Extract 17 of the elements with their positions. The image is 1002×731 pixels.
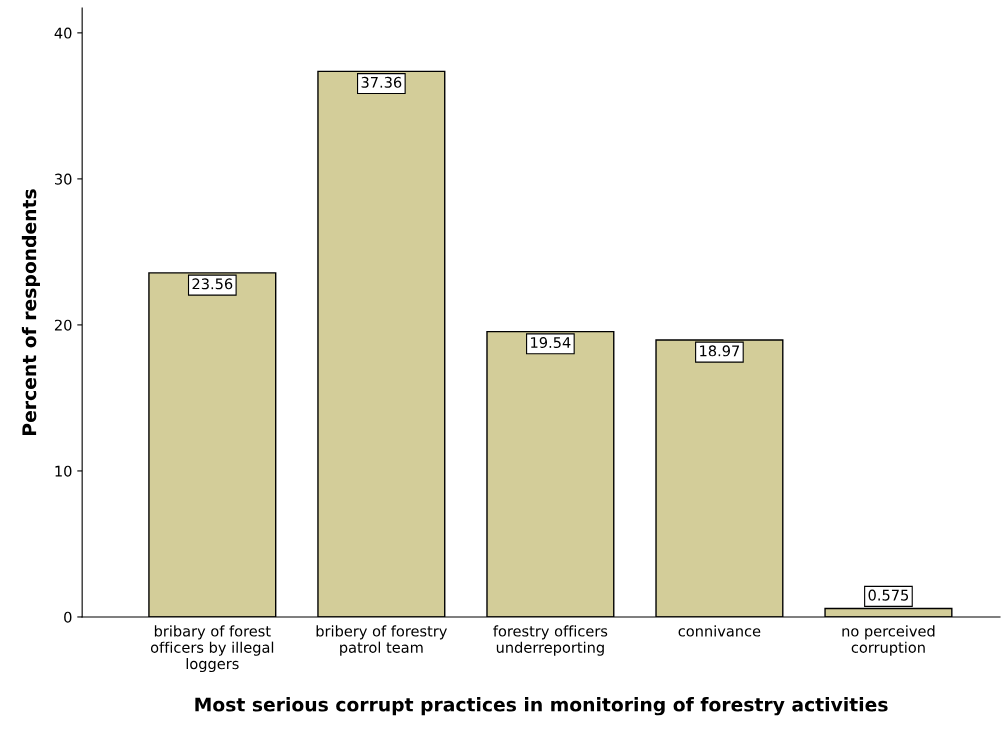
data-label: 23.56 [192, 278, 233, 290]
y-tick-label: 30 [55, 173, 72, 185]
y-tick-label: 10 [55, 465, 72, 477]
x-tick-label: bribary of forest officers by illegal loggers [150, 625, 274, 673]
x-tick-label: forestry officers underreporting [493, 625, 608, 656]
x-tick-label: bribery of forestry patrol team [316, 625, 447, 656]
y-tick-label: 0 [64, 611, 72, 623]
y-axis-title: Percent of respondents [21, 189, 40, 435]
y-tick-label: 20 [54, 319, 72, 331]
data-label: 19.54 [531, 337, 571, 349]
x-tick-label: no perceived corruption [842, 625, 935, 656]
x-axis-title: Most serious corrupt practices in monitoring of forestry activities [195, 697, 888, 716]
y-tick-label: 40 [54, 27, 72, 39]
data-label: 0.575 [868, 589, 909, 601]
x-tick-label: connivance [678, 625, 761, 637]
data-label: 18.97 [700, 345, 740, 357]
data-label: 37.36 [361, 76, 402, 88]
